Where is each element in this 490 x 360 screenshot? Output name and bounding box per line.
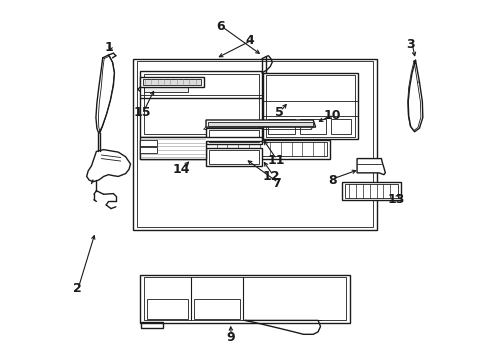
Polygon shape xyxy=(87,150,130,182)
Polygon shape xyxy=(140,137,262,158)
Bar xyxy=(144,84,188,93)
Bar xyxy=(209,130,259,143)
Text: 2: 2 xyxy=(73,283,81,296)
Bar xyxy=(140,140,330,158)
Bar xyxy=(299,118,326,134)
Text: 9: 9 xyxy=(226,331,235,344)
Text: 13: 13 xyxy=(388,193,405,206)
Bar xyxy=(144,73,259,134)
Bar xyxy=(147,299,189,319)
Bar xyxy=(343,182,401,200)
Bar xyxy=(143,79,201,85)
Bar xyxy=(141,322,163,328)
Bar xyxy=(195,299,240,319)
Text: 15: 15 xyxy=(134,105,151,119)
Bar xyxy=(140,140,157,146)
Text: 12: 12 xyxy=(263,170,281,183)
Text: 7: 7 xyxy=(272,177,281,190)
Bar xyxy=(140,71,262,137)
Bar xyxy=(331,118,351,134)
Bar xyxy=(140,275,350,323)
Bar xyxy=(137,62,373,227)
Bar xyxy=(206,128,262,144)
Bar xyxy=(263,73,358,139)
Text: 6: 6 xyxy=(216,20,225,33)
Text: 3: 3 xyxy=(406,38,415,51)
Text: 4: 4 xyxy=(245,34,254,47)
Bar xyxy=(140,77,203,87)
Bar xyxy=(140,147,157,153)
Bar xyxy=(345,184,398,198)
Bar xyxy=(266,75,355,137)
Bar xyxy=(144,277,346,320)
Bar xyxy=(208,122,313,126)
Text: 5: 5 xyxy=(275,105,284,119)
Bar xyxy=(133,59,376,230)
Bar xyxy=(206,148,262,166)
Polygon shape xyxy=(357,158,385,175)
Text: 11: 11 xyxy=(268,154,285,167)
Text: 10: 10 xyxy=(324,109,342,122)
Text: 1: 1 xyxy=(104,41,113,54)
Polygon shape xyxy=(206,120,316,127)
Bar xyxy=(209,150,259,164)
Text: 14: 14 xyxy=(173,163,191,176)
Text: 8: 8 xyxy=(328,174,337,186)
Bar xyxy=(269,118,295,134)
Bar xyxy=(144,143,327,157)
